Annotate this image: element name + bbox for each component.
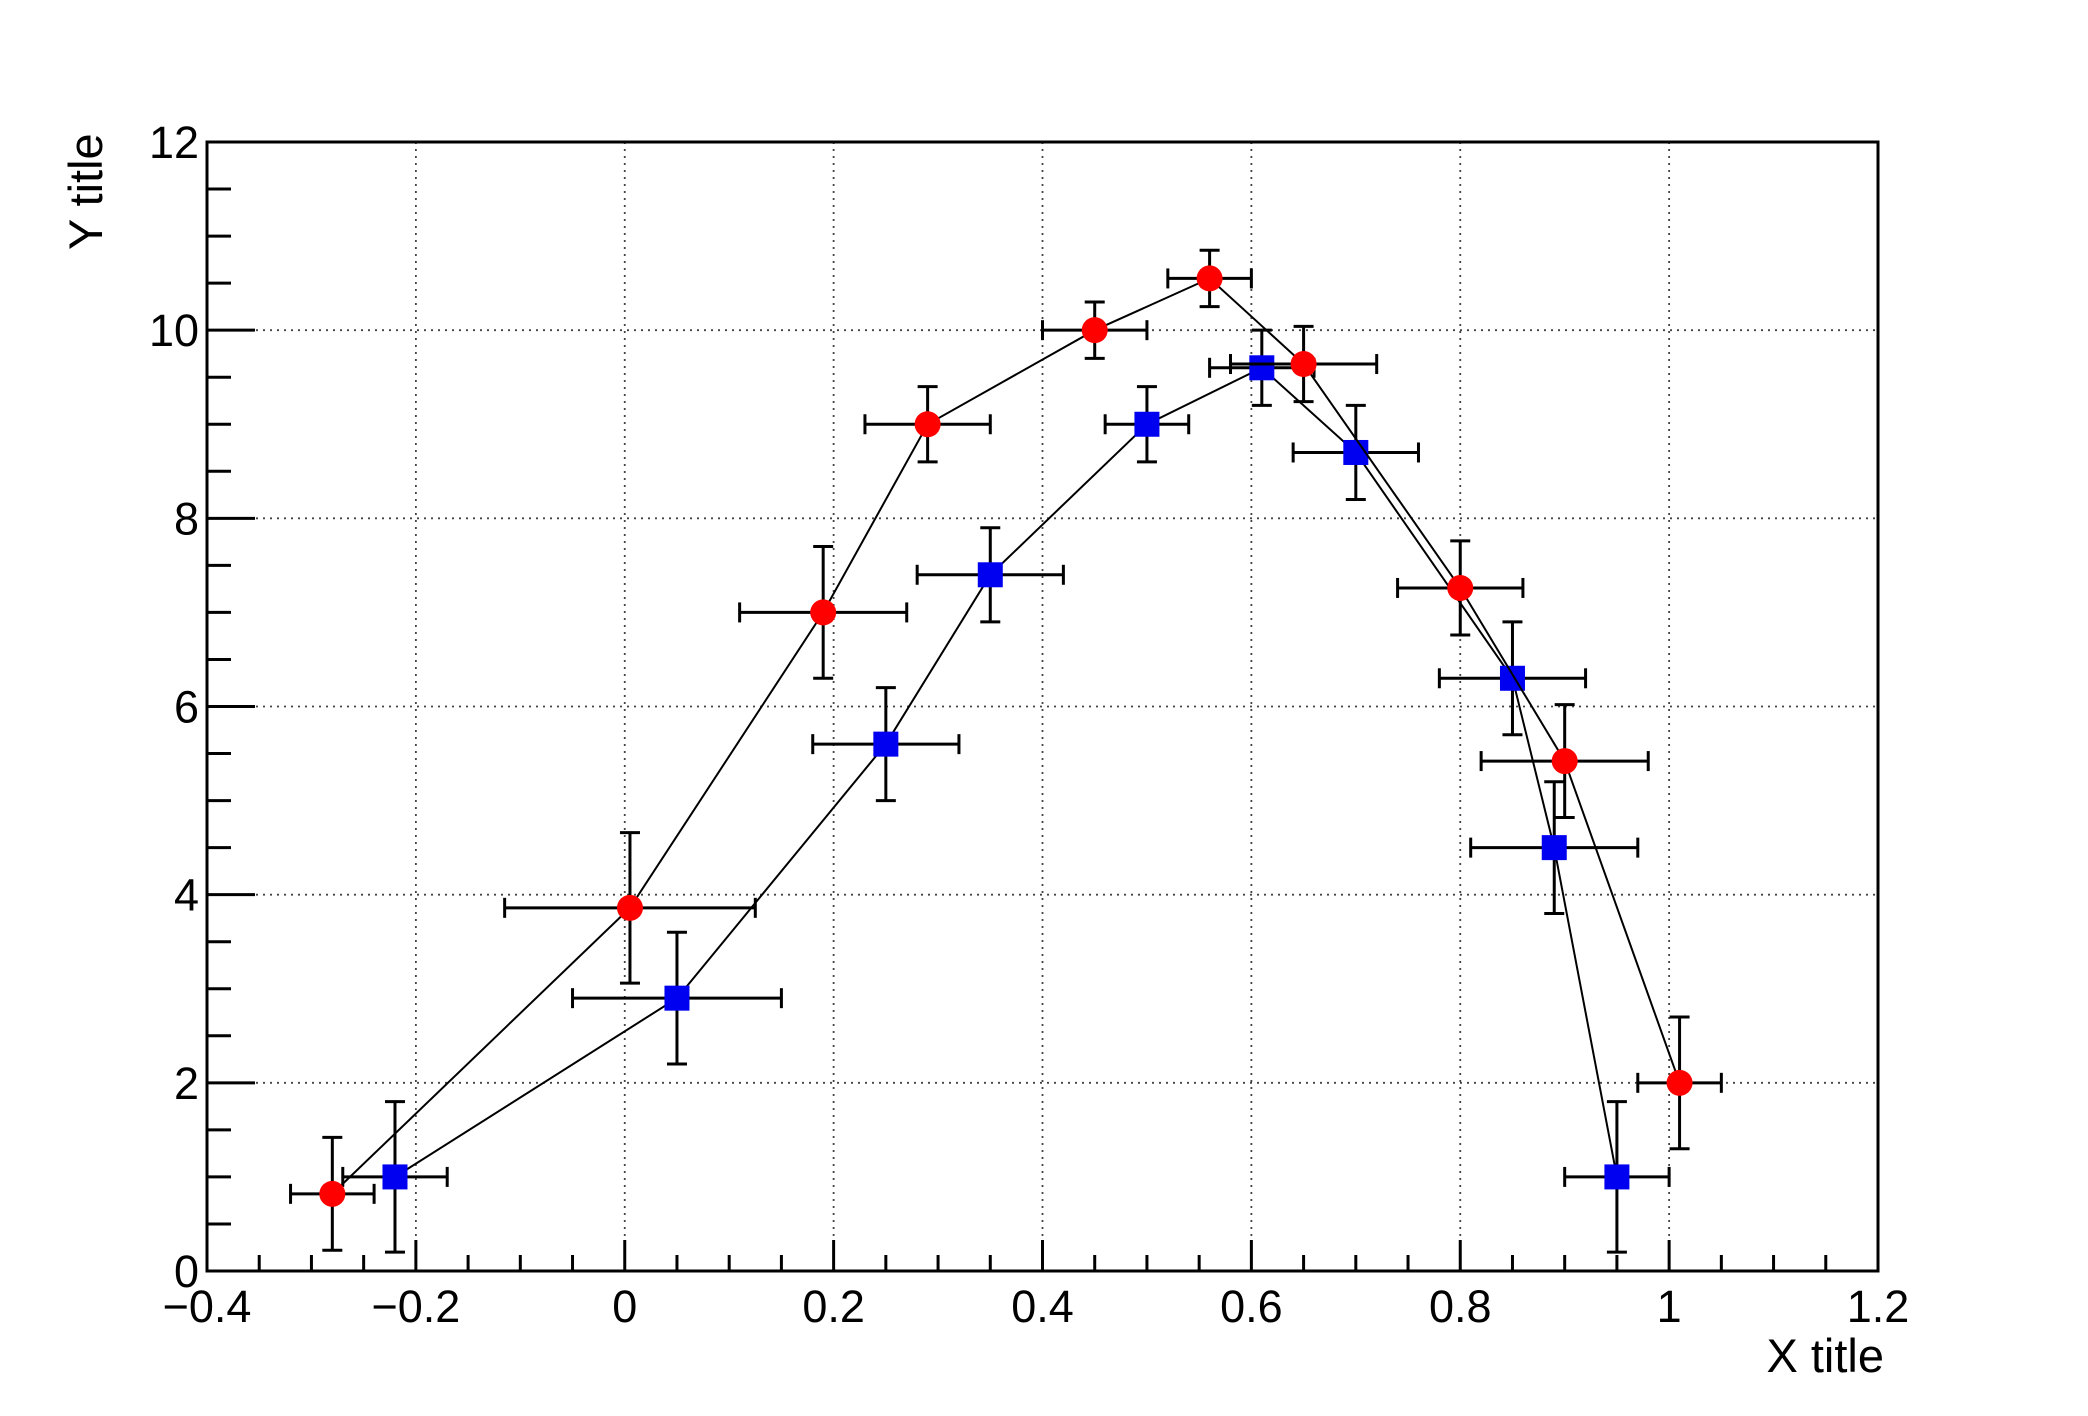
data-point-square bbox=[1134, 411, 1160, 437]
x-tick-label: 0.6 bbox=[1220, 1281, 1283, 1332]
data-point-circle bbox=[1196, 265, 1223, 292]
data-point-square bbox=[873, 731, 899, 757]
x-tick-label: 1 bbox=[1657, 1281, 1682, 1332]
chart-generated-content: −0.4 −0.2 0 0.2 0.4 0.6 0.8 1 1.2 0 2 4 6 8 10 12 bbox=[149, 117, 1909, 1332]
y-tick-label: 2 bbox=[174, 1058, 199, 1109]
error-bars bbox=[289, 248, 1723, 1252]
data-point-circle bbox=[319, 1180, 346, 1207]
x-tick-label: 0.4 bbox=[1011, 1281, 1074, 1332]
series-line bbox=[331, 277, 1681, 1195]
data-point-square bbox=[977, 562, 1003, 588]
data-point-square bbox=[1604, 1164, 1630, 1190]
x-tick-label: −0.2 bbox=[371, 1281, 460, 1332]
series-blue-squares bbox=[341, 328, 1671, 1254]
gridlines bbox=[207, 142, 1878, 1271]
data-point-circle bbox=[1290, 351, 1317, 378]
y-axis-title: Y title bbox=[59, 133, 112, 250]
y-tick-label: 0 bbox=[174, 1246, 199, 1297]
y-tick-label: 10 bbox=[149, 305, 199, 356]
data-point-circle bbox=[1551, 748, 1578, 775]
data-point-circle bbox=[616, 894, 643, 921]
x-tick-label: 1.2 bbox=[1847, 1281, 1910, 1332]
data-point-square bbox=[382, 1164, 408, 1190]
data-point-circle bbox=[914, 411, 941, 438]
y-tick-label: 6 bbox=[174, 682, 199, 733]
data-point-square bbox=[1541, 835, 1567, 861]
data-point-circle bbox=[1666, 1069, 1693, 1096]
y-tick-label: 4 bbox=[174, 870, 199, 921]
data-point-circle bbox=[810, 599, 837, 626]
data-point-square bbox=[1499, 665, 1525, 691]
series-red-circles bbox=[289, 248, 1723, 1252]
x-tick-label: 0.8 bbox=[1429, 1281, 1492, 1332]
x-tick-label: 0 bbox=[612, 1281, 637, 1332]
axis-ticks bbox=[205, 140, 1880, 1273]
data-point-square bbox=[664, 985, 690, 1011]
data-point-square bbox=[1249, 355, 1275, 381]
data-point-square bbox=[1343, 439, 1369, 465]
error-bars bbox=[341, 328, 1671, 1254]
x-tick-label: 0.2 bbox=[802, 1281, 865, 1332]
data-point-circle bbox=[1081, 317, 1108, 344]
data-point-circle bbox=[1447, 574, 1474, 601]
tick-labels: −0.4 −0.2 0 0.2 0.4 0.6 0.8 1 1.2 0 2 4 6 8 10 12 bbox=[149, 117, 1909, 1332]
series-line bbox=[394, 366, 1618, 1178]
y-tick-label: 8 bbox=[174, 493, 199, 544]
x-tick-label: −0.4 bbox=[163, 1281, 252, 1332]
x-axis-title: X title bbox=[1766, 1329, 1884, 1382]
y-tick-label: 12 bbox=[149, 117, 199, 168]
